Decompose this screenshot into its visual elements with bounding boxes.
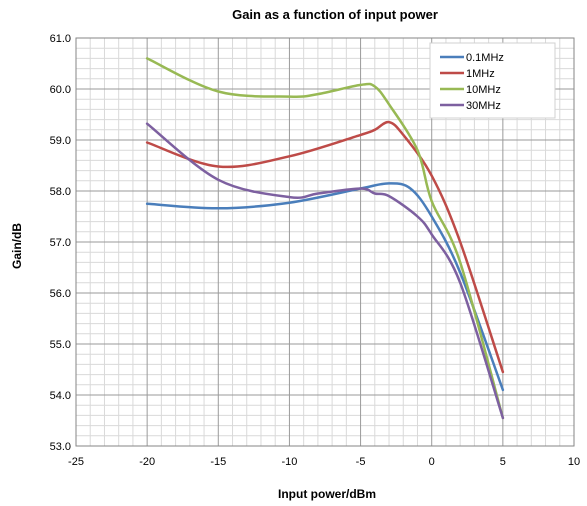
y-tick-label: 55.0 — [50, 339, 71, 351]
series-line-0-1mhz — [145, 182, 505, 392]
x-tick-label: 0 — [429, 456, 435, 468]
legend-label-30mhz: 30MHz — [466, 100, 501, 112]
x-tick-label: 10 — [568, 456, 580, 468]
plot-border — [75, 37, 575, 447]
x-tick-label: 5 — [500, 456, 506, 468]
series-layer — [145, 57, 505, 420]
legend-label-0-1mhz: 0.1MHz — [466, 52, 504, 64]
y-axis-ticks: 53.0 54.0 55.0 56.0 57.0 58.0 59.0 60.0 61.0 — [50, 33, 71, 453]
x-tick-label: -5 — [356, 456, 366, 468]
x-tick-label: -15 — [210, 456, 226, 468]
x-tick-label: -10 — [281, 456, 297, 468]
y-tick-label: 58.0 — [50, 186, 71, 198]
y-axis-title: Gain/dB — [10, 223, 24, 269]
legend-label-10mhz: 10MHz — [466, 84, 501, 96]
y-tick-label: 60.0 — [50, 84, 71, 96]
series-line-10mhz — [145, 57, 505, 420]
y-tick-label: 57.0 — [50, 237, 71, 249]
y-tick-label: 54.0 — [50, 390, 71, 402]
y-tick-label: 56.0 — [50, 288, 71, 300]
y-tick-label: 61.0 — [50, 33, 71, 45]
y-tick-label: 53.0 — [50, 441, 71, 453]
x-axis-title: Input power/dBm — [278, 487, 376, 501]
legend-label-1mhz: 1MHz — [466, 68, 495, 80]
series-line-30mhz — [145, 122, 505, 420]
x-axis-ticks: -25 -20 -15 -10 -5 0 5 10 — [68, 456, 580, 468]
x-tick-label: -25 — [68, 456, 84, 468]
chart-title: Gain as a function of input power — [232, 7, 438, 22]
legend: 0.1MHz 1MHz 10MHz 30MHz — [429, 42, 556, 119]
series-line-1mhz — [145, 120, 505, 374]
x-tick-label: -20 — [139, 456, 155, 468]
y-tick-label: 59.0 — [50, 135, 71, 147]
